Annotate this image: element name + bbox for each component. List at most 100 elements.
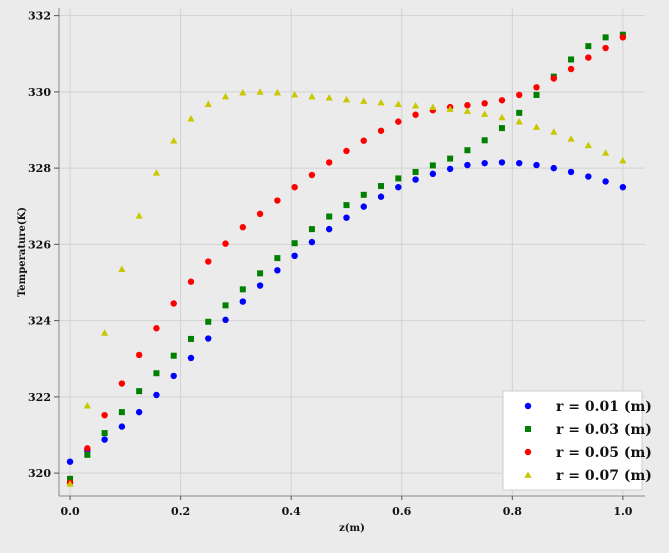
data-point bbox=[239, 298, 247, 305]
data-point bbox=[83, 402, 91, 409]
y-tick-label: 332 bbox=[28, 10, 51, 23]
data-point bbox=[602, 44, 609, 52]
data-point bbox=[411, 102, 420, 109]
data-point bbox=[136, 388, 143, 395]
data-point bbox=[360, 191, 367, 198]
data-point bbox=[291, 240, 298, 247]
data-point bbox=[153, 370, 160, 377]
data-point bbox=[101, 430, 108, 437]
data-point bbox=[429, 170, 437, 178]
y-tick-label: 320 bbox=[28, 467, 51, 480]
data-point bbox=[602, 149, 610, 156]
x-tick-label: 0.6 bbox=[392, 505, 411, 518]
data-point bbox=[101, 329, 109, 336]
x-tick-label: 0.0 bbox=[60, 505, 79, 518]
data-point bbox=[429, 103, 437, 111]
y-tick-label: 324 bbox=[28, 315, 51, 328]
legend-label: r = 0.07 (m) bbox=[556, 468, 652, 484]
data-point bbox=[222, 302, 229, 309]
data-point bbox=[187, 335, 194, 342]
data-point bbox=[325, 93, 333, 101]
y-tick-label: 330 bbox=[28, 86, 51, 99]
data-point bbox=[84, 451, 91, 458]
y-axis-label: Temperature(K) bbox=[17, 207, 28, 297]
data-point bbox=[481, 110, 489, 117]
data-point bbox=[274, 197, 281, 204]
data-point bbox=[481, 137, 488, 144]
y-ticks: 320 322 324 326 328 330 332 bbox=[28, 10, 59, 480]
data-point bbox=[568, 56, 575, 63]
legend-marker bbox=[525, 426, 531, 432]
data-point bbox=[135, 351, 143, 359]
data-point bbox=[221, 92, 230, 100]
data-point bbox=[205, 318, 212, 325]
data-point bbox=[66, 480, 74, 487]
data-point bbox=[274, 255, 281, 262]
data-point bbox=[135, 408, 143, 416]
data-point bbox=[308, 92, 316, 100]
data-point bbox=[377, 98, 385, 106]
data-point bbox=[256, 88, 264, 95]
data-point bbox=[273, 89, 281, 96]
data-point bbox=[101, 436, 108, 443]
y-tick-label: 326 bbox=[28, 238, 51, 251]
data-point bbox=[412, 168, 419, 175]
data-point bbox=[256, 282, 264, 289]
data-point bbox=[395, 183, 402, 191]
data-point bbox=[274, 267, 281, 274]
data-point bbox=[222, 240, 229, 247]
series-1 bbox=[66, 159, 627, 465]
data-point bbox=[118, 265, 126, 273]
data-point bbox=[533, 84, 540, 91]
data-point bbox=[118, 423, 126, 430]
data-point bbox=[394, 100, 402, 107]
data-point bbox=[360, 137, 367, 144]
data-point bbox=[239, 89, 247, 96]
data-point bbox=[187, 354, 195, 362]
data-point bbox=[481, 159, 488, 167]
data-point bbox=[256, 210, 264, 218]
x-tick-label: 0.4 bbox=[282, 505, 301, 518]
data-point bbox=[550, 75, 557, 82]
data-point bbox=[446, 165, 454, 173]
data-point bbox=[516, 91, 523, 99]
x-axis-label: z(m) bbox=[339, 523, 365, 534]
data-point bbox=[567, 135, 575, 142]
data-point bbox=[516, 109, 523, 116]
axes bbox=[58, 8, 645, 497]
legend-marker bbox=[524, 471, 532, 478]
data-point bbox=[446, 105, 454, 112]
data-point bbox=[308, 238, 316, 246]
legend-label: r = 0.03 (m) bbox=[556, 422, 652, 438]
x-tick-label: 0.8 bbox=[503, 505, 522, 518]
data-point bbox=[378, 183, 385, 190]
data-point bbox=[498, 159, 506, 166]
data-point bbox=[205, 335, 212, 342]
data-point bbox=[429, 162, 436, 169]
data-point bbox=[584, 141, 592, 149]
data-point bbox=[550, 164, 557, 172]
data-point bbox=[257, 270, 264, 277]
x-ticks: 0.0 0.2 0.4 0.6 0.8 1.0 bbox=[60, 496, 633, 518]
data-point bbox=[170, 300, 177, 307]
data-point bbox=[619, 183, 627, 191]
legend-label: r = 0.01 (m) bbox=[556, 399, 652, 415]
data-point bbox=[395, 118, 402, 125]
data-point bbox=[602, 178, 609, 185]
legend: r = 0.01 (m) r = 0.03 (m) r = 0.05 (m) r = … bbox=[502, 390, 652, 491]
data-point bbox=[498, 125, 505, 132]
data-point bbox=[342, 95, 351, 103]
data-point bbox=[343, 214, 350, 221]
data-point bbox=[84, 445, 91, 452]
data-point bbox=[360, 97, 368, 104]
data-point bbox=[204, 100, 212, 107]
data-series bbox=[66, 31, 627, 487]
data-point bbox=[619, 156, 627, 164]
data-point bbox=[118, 409, 125, 416]
data-point bbox=[464, 161, 471, 169]
data-point bbox=[550, 128, 558, 135]
data-point bbox=[567, 168, 575, 176]
data-point bbox=[343, 147, 350, 155]
data-point bbox=[101, 411, 108, 419]
